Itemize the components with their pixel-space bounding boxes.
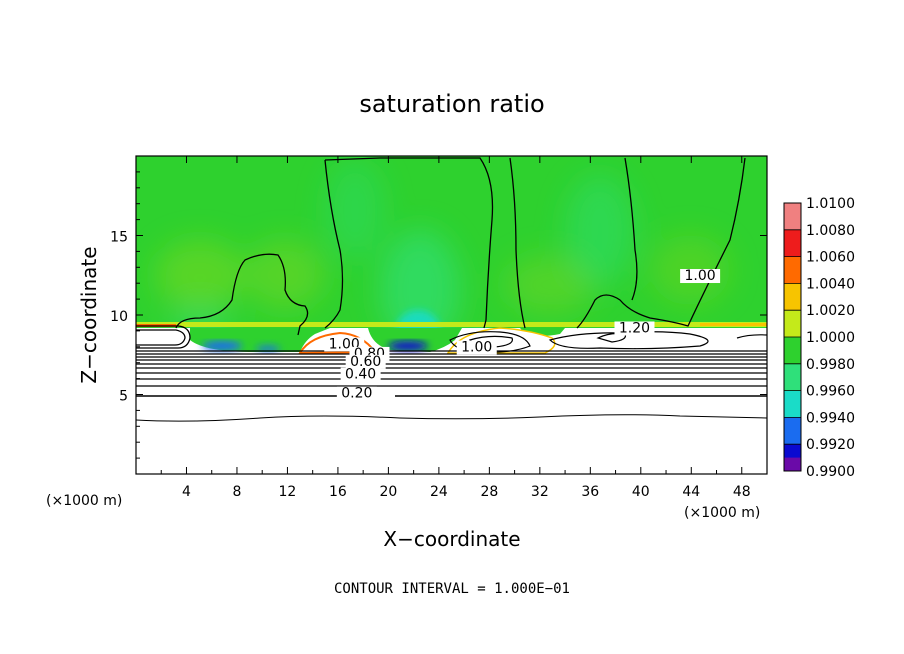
y-axis-label: Z−coordinate [77, 246, 101, 383]
colorbar-swatch [784, 337, 801, 364]
x-tick-label: 24 [430, 484, 448, 500]
colorbar-label: 1.0080 [806, 223, 855, 239]
cold-core [388, 341, 428, 351]
x-tick-label: 16 [329, 484, 347, 500]
x-tick-label: 44 [682, 484, 700, 500]
colorbar-swatch [784, 310, 801, 337]
colorbar-swatch [784, 256, 801, 284]
x-tick-label: 40 [632, 484, 650, 500]
isolines-upper [136, 157, 746, 349]
chart-title: saturation ratio [359, 90, 544, 118]
field-patch [505, 255, 595, 315]
colorbar-label: 1.0040 [806, 276, 855, 292]
field-patch [155, 240, 245, 310]
contour-label: 1.00 [461, 340, 492, 356]
field-strip [136, 322, 767, 327]
x-axis-label: X−coordinate [383, 527, 520, 551]
colorbar-label: 0.9960 [806, 384, 855, 400]
y-tick-label: 15 [110, 230, 128, 246]
colorbar-swatch [784, 417, 801, 445]
contour-label-bg [614, 321, 655, 336]
contour-label: 0.20 [341, 386, 372, 402]
colorbar-label: 1.0100 [806, 196, 855, 212]
colorbar-swatch [784, 457, 801, 471]
x-unit-label: (×1000 m) [684, 505, 760, 521]
contour-label-bg [345, 354, 386, 369]
y-tick-label: 10 [110, 309, 128, 325]
colorbar-label: 0.9900 [806, 464, 855, 480]
x-tick-label: 36 [581, 484, 599, 500]
colorbar-label: 1.0060 [806, 250, 855, 266]
isolines-lower [136, 350, 767, 422]
x-tick-label: 4 [182, 484, 191, 500]
colorbar-label: 1.0000 [806, 330, 855, 346]
colorbar-swatch [784, 283, 801, 311]
contour-label: 0.40 [345, 367, 376, 383]
z-unit-label: (×1000 m) [46, 493, 122, 509]
field-patch [565, 175, 635, 285]
field-patch [325, 160, 385, 260]
colorbar-label: 0.9980 [806, 357, 855, 373]
colorbar-swatch [784, 203, 801, 230]
plot-area [136, 156, 767, 474]
contour-label: 1.00 [685, 268, 716, 284]
colorbar-swatch [784, 390, 801, 418]
colorbar-label: 1.0020 [806, 303, 855, 319]
x-tick-label: 12 [279, 484, 297, 500]
colorbar-label: 0.9920 [806, 437, 855, 453]
contour-label: 1.20 [619, 320, 650, 336]
contour-label-bg [336, 386, 377, 401]
colorbar: 1.0100 1.0080 1.0060 1.0040 1.0020 1.0000 0.99… [783, 196, 855, 480]
x-tick-label: 20 [379, 484, 397, 500]
colorbar-label: 0.9940 [806, 410, 855, 426]
contour-interval-note: CONTOUR INTERVAL = 1.000E−01 [334, 581, 570, 597]
contour-label: 0.60 [350, 354, 381, 370]
x-tick-label: 28 [480, 484, 498, 500]
cold-core [202, 341, 242, 351]
y-ticks: 5 10 15 [110, 171, 767, 459]
contour-labels: 1.000.800.600.400.201.001.201.00 [324, 268, 721, 402]
colorbar-swatch [784, 363, 801, 391]
x-tick-label: 48 [733, 484, 751, 500]
x-tick-label: 8 [232, 484, 241, 500]
x-tick-label: 32 [531, 484, 549, 500]
x-ticks: 4 8 12 16 20 24 28 32 36 40 44 48 [160, 156, 751, 500]
contour-label-bg [680, 269, 721, 284]
contour-label-bg [456, 340, 497, 355]
y-tick-label: 5 [119, 389, 128, 405]
field-strip [700, 323, 767, 326]
contour-label-bg [340, 367, 381, 382]
colorbar-swatch [784, 229, 801, 257]
